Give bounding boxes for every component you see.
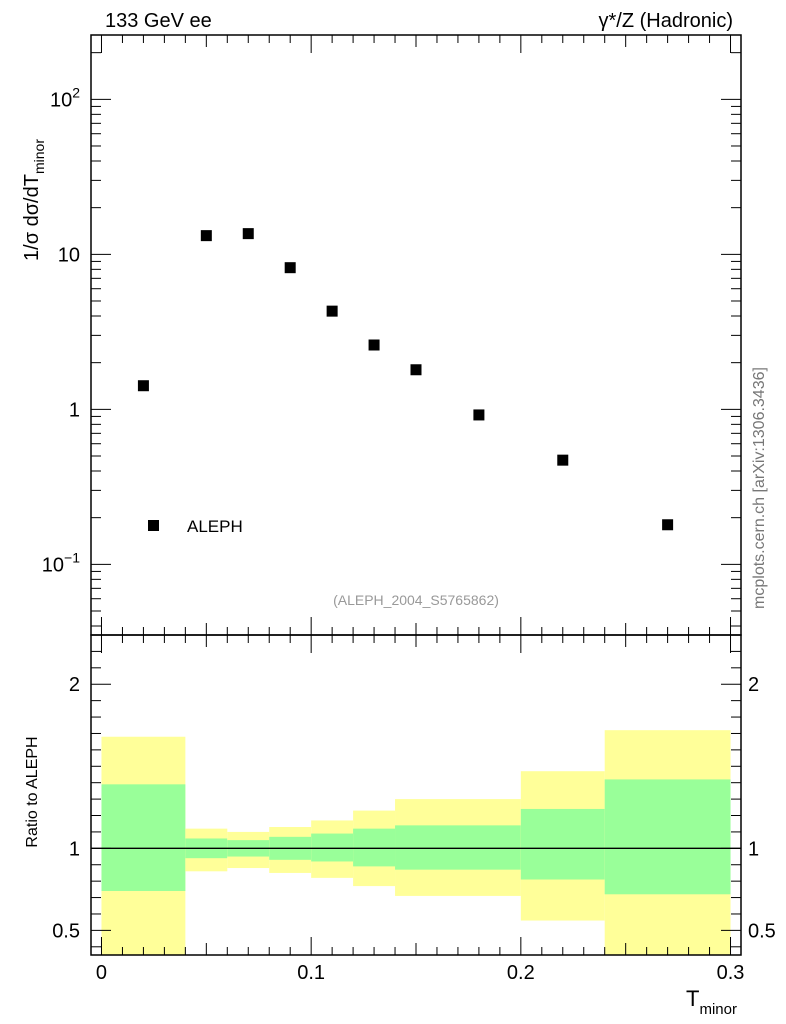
ratio-y-tick-labels-left: 0.5 1 2 xyxy=(52,674,80,942)
y-tick-label: 10−1 xyxy=(42,549,80,576)
data-point xyxy=(473,409,485,421)
ratio-y-tick-label: 2 xyxy=(748,674,759,696)
main-y-tick-labels: 102 10 1 10−1 xyxy=(42,84,80,576)
data-point xyxy=(662,519,674,531)
data-point xyxy=(557,454,569,466)
y-tick-label: 10 xyxy=(58,244,80,266)
inner-band xyxy=(311,833,354,862)
data-points xyxy=(137,228,674,531)
ratio-frame xyxy=(90,634,742,956)
inner-band xyxy=(395,825,521,870)
inner-band xyxy=(353,828,396,867)
ratio-y-tick-labels-right: 0.5 1 2 xyxy=(748,674,776,942)
legend-marker xyxy=(148,520,159,531)
y-tick-label: 1 xyxy=(69,399,80,421)
data-point xyxy=(284,262,296,274)
ratio-y-tick-label: 0.5 xyxy=(748,920,776,942)
main-axis-ticks xyxy=(91,35,741,635)
x-tick-label: 0 xyxy=(96,962,107,984)
data-point xyxy=(242,228,254,240)
x-tick-label: 0.3 xyxy=(717,962,745,984)
inner-band xyxy=(604,779,731,895)
data-point xyxy=(368,339,380,351)
process-label: γ*/Z (Hadronic) xyxy=(599,10,733,32)
ratio-y-tick-label: 1 xyxy=(748,838,759,860)
uncertainty-bands xyxy=(101,730,731,955)
x-axis-label: Tminor xyxy=(686,986,737,1018)
ratio-panel: 0.5 1 2 0.5 1 2 0 0.1 0.2 0.3 Ratio to ALEPH Tm… xyxy=(24,634,776,1018)
ratio-y-axis-label: Ratio to ALEPH xyxy=(24,736,41,847)
ratio-y-tick-label: 0.5 xyxy=(52,920,80,942)
main-y-axis-label: 1/σ dσ/dTminor xyxy=(21,139,47,261)
x-tick-label: 0.2 xyxy=(507,962,535,984)
energy-label: 133 GeV ee xyxy=(105,10,212,32)
data-point xyxy=(326,305,338,317)
y-tick-label: 102 xyxy=(50,84,80,111)
legend-label: ALEPH xyxy=(187,517,243,536)
inner-band xyxy=(101,784,186,891)
ratio-axis-ticks xyxy=(91,634,741,955)
watermark: mcplots.cern.ch [arXiv:1306.3436] xyxy=(751,367,768,609)
data-point xyxy=(137,380,149,392)
data-point xyxy=(200,230,212,242)
ratio-y-tick-label: 2 xyxy=(69,674,80,696)
main-panel: 102 10 1 10−1 1/σ dσ/dTminor ALEPH (ALEPH_2… xyxy=(21,34,742,636)
main-frame xyxy=(90,34,742,636)
ratio-y-tick-label: 1 xyxy=(69,838,80,860)
inner-band xyxy=(520,808,605,880)
x-tick-label: 0.1 xyxy=(297,962,325,984)
analysis-id: (ALEPH_2004_S5765862) xyxy=(333,592,499,608)
data-point xyxy=(410,364,422,376)
x-tick-labels: 0 0.1 0.2 0.3 xyxy=(96,962,745,984)
